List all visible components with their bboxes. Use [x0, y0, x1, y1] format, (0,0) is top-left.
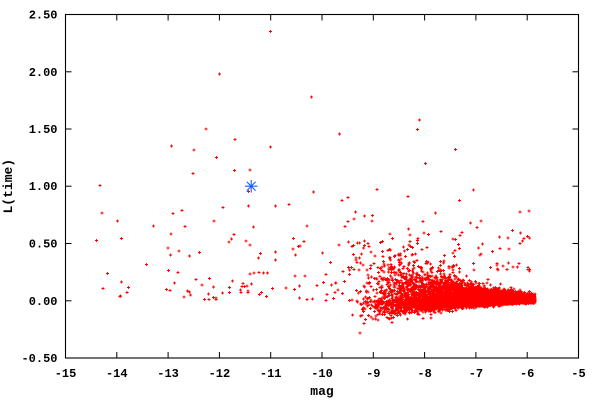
svg-text:1.00: 1.00: [29, 180, 58, 194]
svg-text:-11: -11: [260, 367, 282, 381]
svg-text:-7: -7: [469, 367, 483, 381]
svg-text:2.50: 2.50: [29, 9, 58, 23]
svg-text:-15: -15: [55, 367, 77, 381]
svg-text:L(time): L(time): [1, 159, 16, 214]
svg-text:mag: mag: [310, 384, 334, 399]
svg-text:-5: -5: [571, 367, 585, 381]
svg-text:-6: -6: [520, 367, 534, 381]
svg-text:-14: -14: [106, 367, 128, 381]
svg-text:-8: -8: [417, 367, 431, 381]
svg-text:-10: -10: [311, 367, 333, 381]
svg-text:0.00: 0.00: [29, 295, 58, 309]
svg-text:1.50: 1.50: [29, 123, 58, 137]
svg-text:0.50: 0.50: [29, 238, 58, 252]
svg-text:-12: -12: [209, 367, 231, 381]
svg-text:-9: -9: [366, 367, 380, 381]
svg-text:-0.50: -0.50: [21, 352, 57, 366]
svg-text:-13: -13: [157, 367, 179, 381]
svg-text:2.00: 2.00: [29, 66, 58, 80]
